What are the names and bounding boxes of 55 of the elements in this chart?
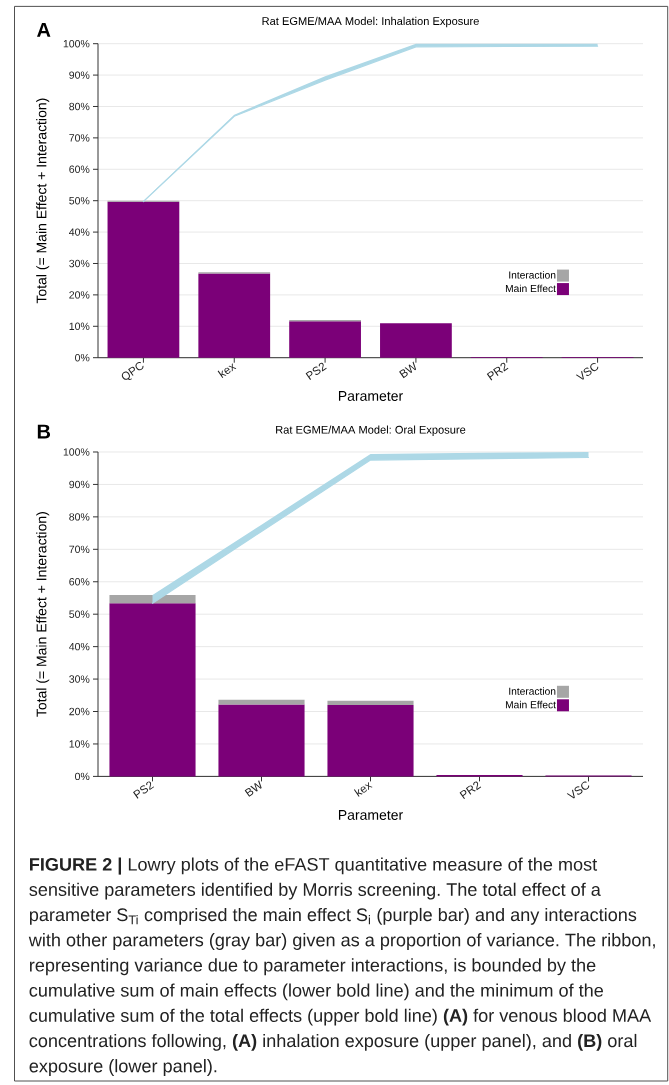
y-tick-label: 10% (69, 322, 90, 331)
chart-title: Rat EGME/MAA Model: Inhalation Exposure (262, 16, 479, 28)
y-tick-label: 30% (69, 259, 90, 268)
x-tick-label: BW (399, 361, 417, 379)
y-tick-label: 40% (69, 228, 90, 236)
y-tick-label: 50% (69, 610, 90, 618)
text: FIGURE 2 | Lowry plots of the eFAST quantitative measure of the most sensitive parameters identified by Morris screening. The total effect of a parameter S$_{Ti}$ comprised the main effect S$_{i}$ (purple bar) and any interactions with other parameters (gray bar) given as a proportion of variance. The ribbon, representing variance due to parameter interactions, is bounded by the cumulative sum of main effects (lower bold line) and the minimum of the cumulative sum of the total effects (upper bold line) (A) for venous blood MAA concentrations following, (A) inhalation exposure (upper panel), and (B) oral exposure (lower panel). (28, 857, 655, 1076)
y-tick-label: 40% (69, 642, 90, 651)
bar (107, 201, 180, 358)
legend-label: Interaction (509, 687, 556, 695)
y-tick-label: 80% (69, 102, 90, 111)
bar (289, 321, 361, 358)
y-axis-title: Total (= Main Effect + Interaction) (36, 512, 50, 717)
bar (218, 704, 305, 777)
x-axis-title: Parameter (338, 810, 403, 820)
x-tick-label: PS2 (133, 781, 155, 799)
y-tick-label: 100% (63, 39, 90, 48)
text: A (37, 22, 51, 37)
bar (380, 323, 452, 358)
x-tick-label: QPC (121, 362, 144, 381)
y-tick-label: 0% (75, 353, 90, 362)
text: B (37, 424, 51, 439)
bar (327, 700, 414, 706)
y-tick-label: 20% (69, 707, 90, 716)
y-tick-label: 10% (69, 740, 90, 748)
chart-title: Rat EGME/MAA Model: Oral Exposure (276, 425, 466, 436)
x-tick-label: kex (353, 782, 373, 797)
y-tick-label: 50% (69, 196, 90, 205)
x-tick-label: VSC (575, 362, 599, 380)
bar (327, 705, 414, 777)
y-tick-label: 0% (75, 772, 90, 781)
y-tick-label: 80% (69, 513, 90, 521)
x-tick-label: BW (244, 780, 262, 797)
x-tick-label: VSC (566, 781, 590, 799)
bar (109, 603, 196, 777)
y-tick-label: 70% (69, 134, 90, 142)
legend-label: Main Effect (505, 700, 556, 709)
y-tick-label: 70% (69, 545, 90, 554)
y-tick-label: 100% (63, 448, 90, 456)
bar (198, 273, 271, 358)
y-tick-label: 60% (69, 578, 90, 586)
y-tick-label: 30% (69, 675, 90, 683)
x-tick-label: PS2 (305, 362, 327, 380)
x-tick-label: PR2 (486, 362, 509, 381)
x-tick-label: kex (217, 363, 237, 378)
y-tick-label: 90% (69, 71, 90, 79)
y-tick-label: 90% (69, 480, 90, 489)
legend-label: Interaction (509, 271, 556, 279)
x-axis-title: Parameter (338, 391, 403, 401)
y-axis-title: Total (= Main Effect + Interaction) (36, 98, 50, 304)
bar (109, 595, 196, 604)
y-tick-label: 60% (69, 165, 90, 174)
y-tick-label: 20% (69, 291, 90, 299)
x-tick-label: PR2 (459, 781, 482, 800)
legend-label: Main Effect (505, 284, 556, 293)
